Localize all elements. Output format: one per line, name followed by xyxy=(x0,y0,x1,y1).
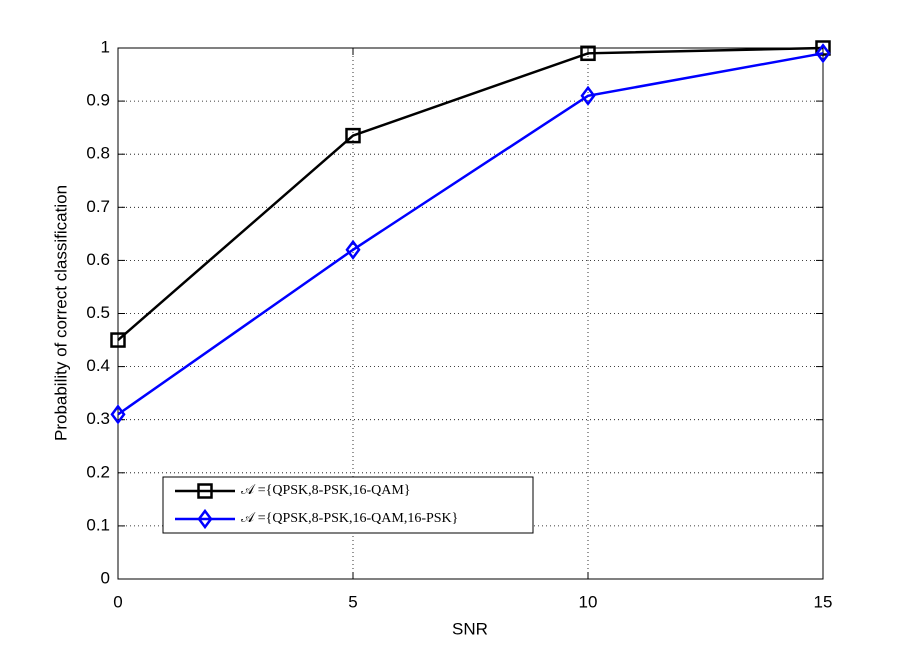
x-tick-label: 15 xyxy=(814,592,833,611)
data-marker xyxy=(580,45,596,62)
y-tick-label: 1 xyxy=(101,37,110,56)
data-line xyxy=(117,46,824,341)
legend-marker xyxy=(197,483,213,499)
x-tick-label: 0 xyxy=(113,592,122,611)
plot-frame xyxy=(117,47,824,580)
x-axis-label: SNR xyxy=(452,619,488,638)
legend-label: 𝒜 ={QPSK,8-PSK,16-QAM} xyxy=(241,483,411,498)
legend-label: 𝒜 ={QPSK,8-PSK,16-QAM,16-PSK} xyxy=(241,511,458,526)
y-tick-label: 0 xyxy=(101,568,110,587)
data-line xyxy=(117,52,824,416)
data-marker xyxy=(110,404,126,425)
y-tick-label: 0.4 xyxy=(86,356,110,375)
y-tick-label: 0.5 xyxy=(86,303,110,322)
data-marker xyxy=(345,127,361,144)
x-tick-label: 5 xyxy=(348,592,357,611)
data-marker xyxy=(345,239,361,260)
y-tick-label: 0.2 xyxy=(86,462,110,481)
data-marker xyxy=(815,43,831,64)
data-marker xyxy=(110,332,126,348)
data-marker xyxy=(580,85,596,106)
y-tick-label: 0.7 xyxy=(86,197,110,216)
legend-box xyxy=(162,476,534,534)
y-tick-label: 0.3 xyxy=(86,409,110,428)
y-tick-label: 0.9 xyxy=(86,91,110,110)
y-tick-label: 0.6 xyxy=(86,250,110,269)
x-tick-label: 10 xyxy=(579,592,598,611)
y-tick-label: 0.1 xyxy=(86,515,110,534)
y-axis-label: Probability of correct classification xyxy=(51,185,70,441)
legend-marker xyxy=(197,508,213,530)
y-tick-label: 0.8 xyxy=(86,144,110,163)
